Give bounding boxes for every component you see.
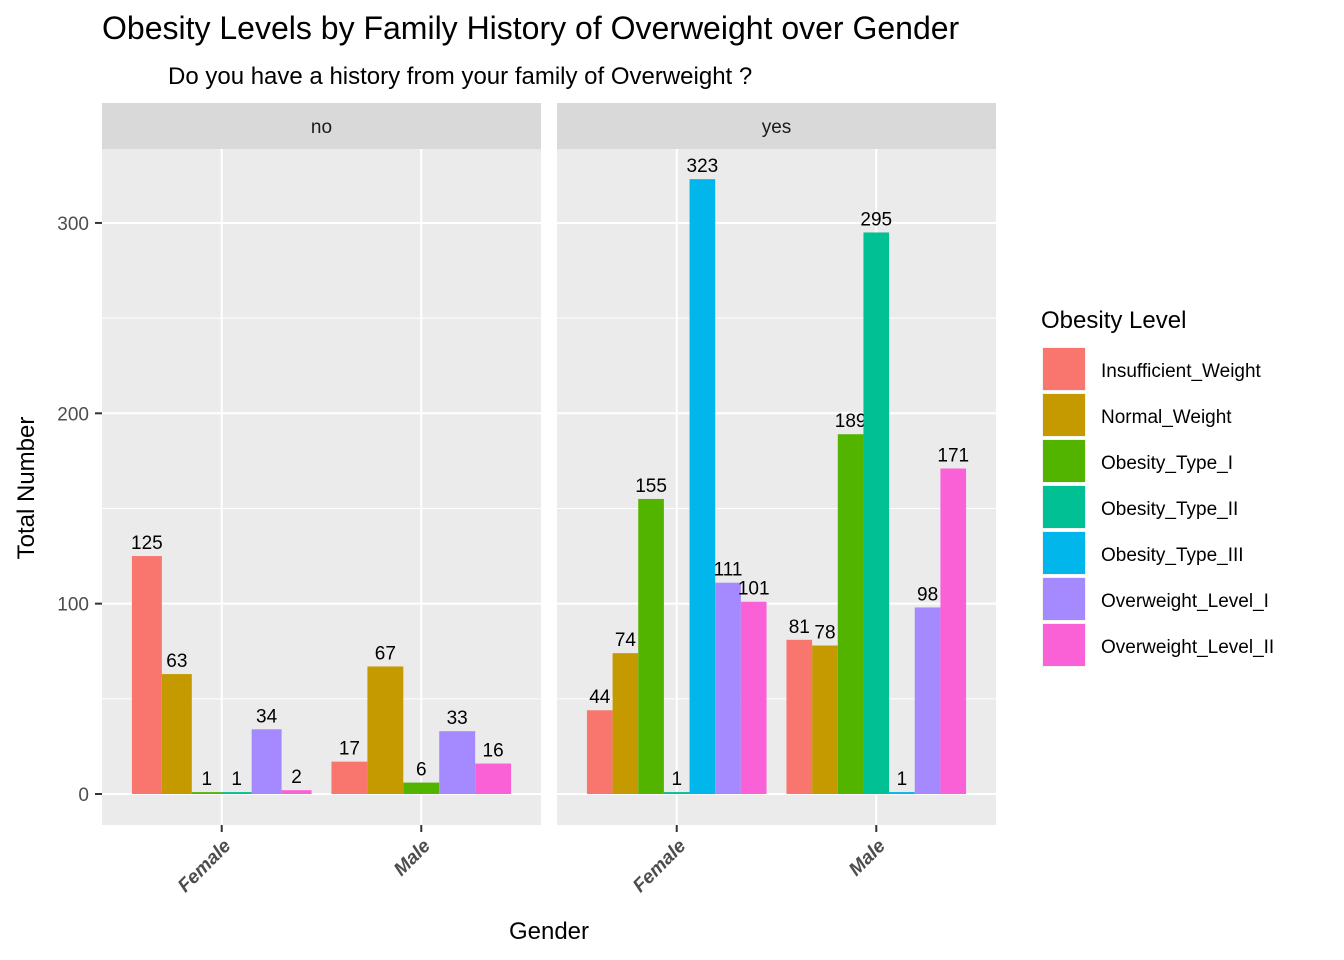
- bar-value-label: 98: [917, 584, 938, 605]
- legend-swatch: [1043, 578, 1085, 620]
- bar-value-label: 125: [131, 533, 163, 554]
- y-axis: 0 100 200 300: [57, 214, 102, 806]
- bar-value-label: 295: [860, 209, 892, 230]
- bar-yes-male-normal-weight: [812, 645, 838, 794]
- bar-value-label: 6: [416, 760, 427, 781]
- bar-value-label: 1: [897, 769, 908, 790]
- legend-swatch: [1043, 624, 1085, 666]
- facet-strip: [557, 103, 996, 149]
- bar-value-label: 111: [714, 560, 743, 581]
- bar-yes-female-normal-weight: [612, 653, 639, 794]
- bar-value-label: 34: [256, 706, 278, 727]
- bar-yes-female-obesity-type-iii: [689, 179, 716, 794]
- bar-no-male-normal-weight: [367, 666, 404, 794]
- bar-value-label: 101: [738, 579, 770, 600]
- y-tick-label: 200: [57, 404, 89, 425]
- facet-strip: [102, 103, 541, 149]
- x-tick-label: Female: [629, 835, 690, 896]
- bar-value-label: 171: [937, 446, 969, 467]
- bar-value-label: 78: [814, 623, 835, 644]
- legend-item: Obesity_Type_I: [1042, 439, 1233, 483]
- legend: Obesity Level Insufficient_Weight Normal_…: [1041, 307, 1274, 667]
- x-tick-label: Female: [174, 835, 235, 896]
- legend-swatch: [1043, 348, 1085, 390]
- legend-swatch: [1043, 394, 1085, 436]
- bar-yes-male-obesity-type-ii: [863, 232, 890, 794]
- bar-value-label: 1: [671, 769, 682, 790]
- legend-item: Overweight_Level_I: [1042, 577, 1269, 621]
- bar-yes-male-overweight-level-i: [914, 607, 941, 794]
- bar-yes-female-obesity-type-ii: [663, 792, 690, 794]
- x-tick-label: Male: [845, 835, 890, 880]
- facet-strip-label: no: [311, 117, 332, 138]
- bar-yes-female-overweight-level-ii: [740, 601, 767, 794]
- legend-label: Obesity_Type_II: [1101, 499, 1238, 520]
- legend-swatch: [1043, 486, 1085, 528]
- bar-value-label: 155: [635, 476, 667, 497]
- bar-no-female-overweight-level-i: [251, 729, 282, 794]
- legend-item: Obesity_Type_II: [1042, 485, 1238, 529]
- legend-item: Overweight_Level_II: [1042, 623, 1274, 667]
- legend-label: Normal_Weight: [1101, 407, 1232, 428]
- bar-no-female-insufficient-weight: [131, 556, 162, 794]
- legend-item: Obesity_Type_III: [1042, 531, 1244, 575]
- facet-strip-label: yes: [762, 117, 792, 138]
- bar-no-male-insufficient-weight: [331, 761, 368, 794]
- legend-label: Insufficient_Weight: [1101, 361, 1262, 382]
- bar-value-label: 323: [687, 156, 719, 177]
- bar-no-female-normal-weight: [161, 674, 192, 794]
- bar-no-male-overweight-level-ii: [475, 763, 512, 794]
- y-axis-label: Total Number: [13, 417, 40, 560]
- facet-panel-no: no 125 63 1 1 34 2 Female 17 67 6 33 16 Male: [102, 103, 541, 897]
- bar-no-female-obesity-type-ii: [221, 792, 252, 794]
- bar-no-female-obesity-type-i: [191, 792, 222, 794]
- bar-no-female-overweight-level-ii: [281, 790, 312, 794]
- bar-yes-female-insufficient-weight: [586, 710, 613, 794]
- bar-yes-female-overweight-level-i: [715, 582, 741, 794]
- bar-value-label: 67: [375, 643, 396, 664]
- x-tick-label: Male: [390, 835, 435, 880]
- bar-yes-male-obesity-type-i: [837, 434, 864, 794]
- bar-value-label: 2: [291, 767, 302, 788]
- bar-value-label: 17: [339, 739, 360, 760]
- y-tick-label: 300: [57, 214, 89, 235]
- bar-yes-male-overweight-level-ii: [940, 468, 967, 794]
- bar-no-male-obesity-type-i: [403, 782, 440, 794]
- bar-value-label: 74: [615, 630, 637, 651]
- y-tick-label: 0: [78, 785, 89, 806]
- bar-no-male-overweight-level-i: [439, 731, 476, 794]
- bar-yes-male-insufficient-weight: [786, 639, 813, 794]
- legend-label: Obesity_Type_I: [1101, 453, 1233, 474]
- legend-label: Overweight_Level_II: [1101, 637, 1274, 658]
- bar-value-label: 44: [589, 687, 611, 708]
- legend-swatch: [1043, 440, 1085, 482]
- bar-value-label: 33: [447, 708, 468, 729]
- legend-item: Insufficient_Weight: [1042, 347, 1262, 391]
- legend-title: Obesity Level: [1041, 307, 1186, 334]
- chart-subtitle: Do you have a history from your family o…: [168, 63, 752, 90]
- chart-title: Obesity Levels by Family History of Over…: [102, 10, 960, 46]
- bar-value-label: 1: [201, 769, 212, 790]
- bar-value-label: 63: [166, 651, 187, 672]
- legend-label: Overweight_Level_I: [1101, 591, 1269, 612]
- bar-value-label: 16: [483, 741, 504, 762]
- legend-item: Normal_Weight: [1042, 393, 1232, 437]
- bar-yes-male-obesity-type-iii: [889, 792, 915, 794]
- x-axis-label: Gender: [509, 918, 589, 945]
- y-tick-label: 100: [57, 595, 89, 616]
- bar-value-label: 1: [231, 769, 242, 790]
- legend-label: Obesity_Type_III: [1101, 545, 1244, 566]
- bar-value-label: 189: [835, 411, 867, 432]
- legend-swatch: [1043, 532, 1085, 574]
- bar-yes-female-obesity-type-i: [638, 498, 664, 794]
- bar-value-label: 81: [789, 617, 810, 638]
